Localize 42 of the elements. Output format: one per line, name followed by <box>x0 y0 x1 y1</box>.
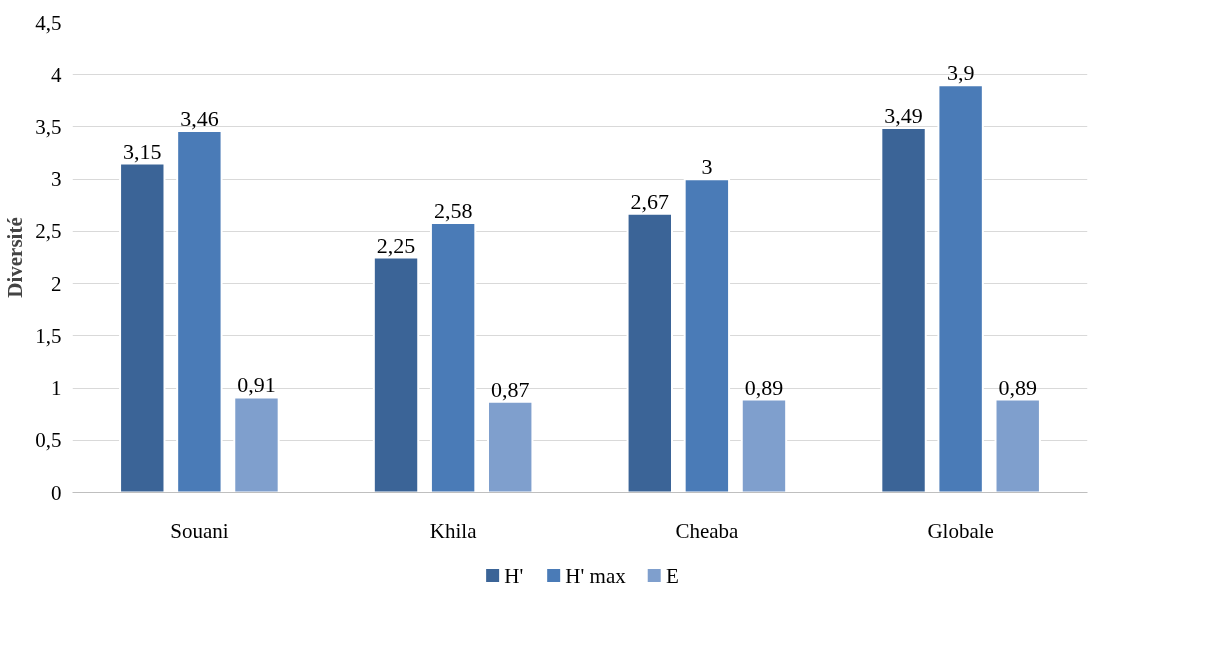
y-tick-label: 0,5 <box>35 428 62 453</box>
data-label: 3,46 <box>180 106 219 132</box>
bar <box>119 162 166 493</box>
bar <box>429 222 477 493</box>
bar <box>372 256 420 493</box>
y-tick-label: 1 <box>51 376 62 401</box>
bar <box>994 398 1041 493</box>
data-label: 3,49 <box>884 102 923 128</box>
data-label: 3 <box>701 154 713 180</box>
y-tick-label: 4,5 <box>35 10 62 35</box>
data-label: 2,67 <box>630 188 670 214</box>
x-tick-label: Souani <box>170 518 229 543</box>
bar <box>233 396 280 493</box>
data-label: 2,25 <box>376 232 416 258</box>
data-label: 0,89 <box>744 374 784 400</box>
bar <box>487 400 534 493</box>
bar <box>937 84 984 493</box>
bar <box>880 126 927 493</box>
y-tick-label: 4 <box>51 62 62 87</box>
bar <box>176 130 223 493</box>
x-tick-label: Cheaba <box>675 518 740 543</box>
data-label: 2,58 <box>433 198 473 224</box>
y-tick-label: 2,5 <box>35 219 62 244</box>
legend-label: H' max <box>565 563 627 588</box>
y-axis-title: Diversité <box>3 217 28 298</box>
y-tick-label: 0 <box>51 480 62 505</box>
bar <box>683 178 731 493</box>
y-tick-label: 1,5 <box>35 323 62 348</box>
data-label: 3,9 <box>946 60 975 86</box>
x-tick-label: Khila <box>429 518 478 543</box>
data-label: 0,87 <box>490 376 530 402</box>
legend-label: H' <box>504 563 524 588</box>
y-tick-label: 3,5 <box>35 114 62 139</box>
y-tick-label: 3 <box>51 167 62 192</box>
bar <box>740 398 788 493</box>
legend-label: E <box>665 563 679 588</box>
data-label: 3,15 <box>123 138 162 164</box>
data-label: 0,89 <box>998 374 1037 400</box>
bar <box>626 212 673 493</box>
data-label: 0,91 <box>237 372 276 398</box>
x-tick-label: Globale <box>927 518 994 543</box>
y-tick-label: 2 <box>51 271 62 296</box>
